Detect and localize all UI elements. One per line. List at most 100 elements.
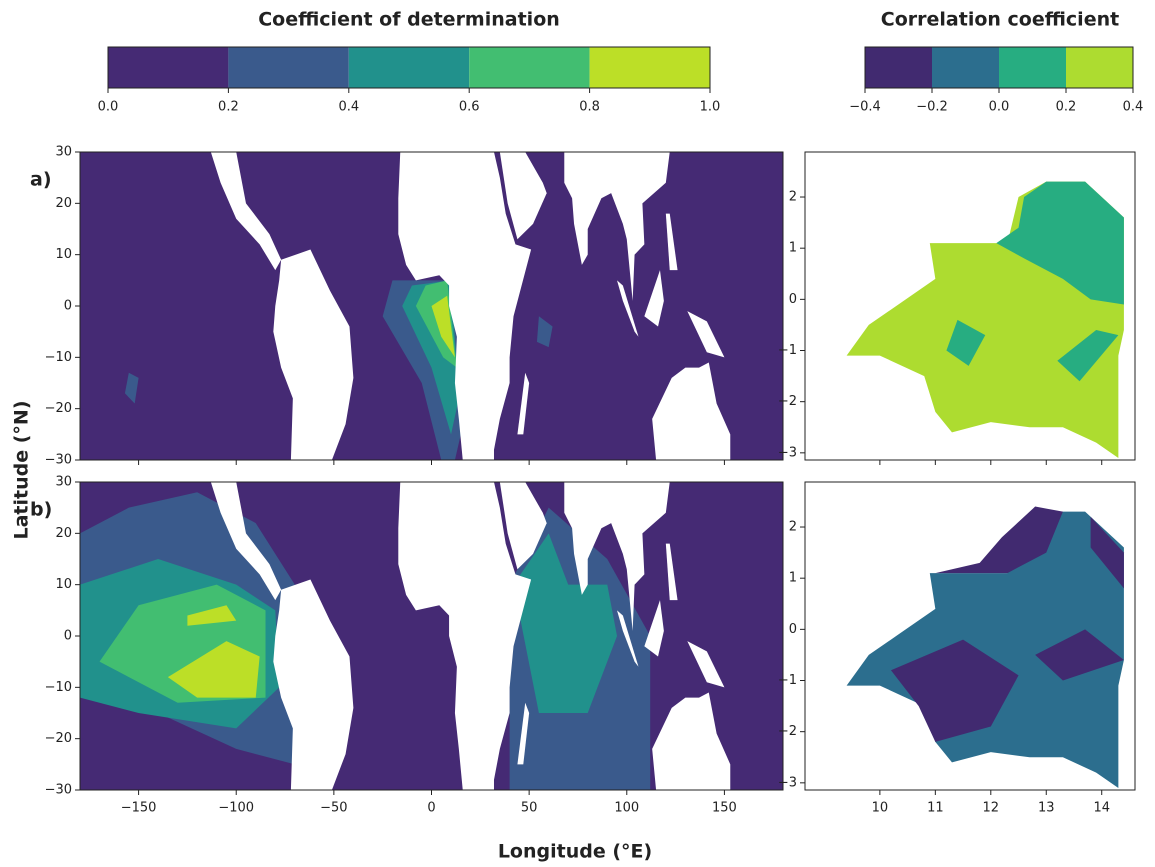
land	[687, 641, 725, 688]
contour-field	[846, 181, 1124, 458]
colorbar-segment	[469, 47, 590, 88]
x-tick-label: 12	[983, 801, 1000, 816]
y-tick-label: 2	[789, 190, 797, 205]
colorbar-segment	[865, 47, 932, 88]
y-tick-label: 30	[55, 145, 72, 160]
y-tick-label: 10	[55, 577, 72, 592]
land	[398, 482, 532, 790]
x-tick-label: −100	[218, 801, 254, 816]
y-tick-label: −10	[45, 680, 72, 695]
colorbar-tick-label: −0.2	[916, 100, 948, 115]
colorbar-tick-label: 0.6	[459, 100, 480, 115]
land	[499, 482, 547, 570]
y-tick-label: 0	[789, 292, 797, 307]
land	[210, 152, 282, 271]
colorbar-tick-label: 0.8	[579, 100, 600, 115]
land	[617, 280, 639, 337]
x-tick-label: 0	[427, 801, 435, 816]
colorbar-tick-label: 0.2	[1056, 100, 1077, 115]
x-tick-label: 150	[712, 801, 737, 816]
y-tick-label: −1	[778, 343, 797, 358]
contour-level	[890, 639, 1019, 742]
panel-label: b)	[30, 499, 52, 521]
x-axis-label: Longitude (°E)	[498, 841, 652, 863]
y-tick-label: −30	[45, 453, 72, 468]
contour-level	[846, 511, 1124, 788]
y-tick-label: −20	[45, 731, 72, 746]
colorbar-segment	[348, 47, 470, 88]
x-tick-label: 11	[927, 801, 944, 816]
land	[210, 482, 282, 601]
y-tick-label: −3	[778, 445, 797, 460]
colorbar-tick-label: 0.4	[338, 100, 359, 115]
land	[665, 543, 678, 601]
contour-level	[935, 506, 1063, 574]
y-tick-label: 0	[64, 629, 72, 644]
x-tick-label: 13	[1038, 801, 1055, 816]
contour-level	[513, 533, 618, 713]
colorbar-tick-label: 0.4	[1123, 100, 1144, 115]
y-tick-label: 2	[789, 520, 797, 535]
contour-level	[167, 641, 260, 698]
land	[499, 152, 547, 240]
y-tick-label: 0	[64, 299, 72, 314]
land	[273, 579, 354, 790]
colorbar-segment	[999, 47, 1066, 88]
land	[398, 152, 532, 460]
land	[564, 482, 670, 631]
colorbar-segment	[589, 47, 710, 88]
colorbar-frame	[107, 46, 711, 89]
contour-level	[1035, 629, 1124, 681]
axes-frame	[804, 481, 1136, 791]
y-tick-label: −30	[45, 783, 72, 798]
y-tick-label: 20	[55, 526, 72, 541]
contour-field	[846, 506, 1124, 788]
y-tick-label: 30	[55, 475, 72, 490]
contour-level	[187, 605, 237, 626]
y-tick-label: −10	[45, 350, 72, 365]
x-tick-label: 10	[872, 801, 889, 816]
y-tick-label: −2	[778, 724, 797, 739]
colorbar-segment	[932, 47, 999, 88]
land	[652, 362, 731, 460]
x-tick-label: 50	[521, 801, 538, 816]
y-tick-label: 10	[55, 247, 72, 262]
x-tick-label: 14	[1093, 801, 1110, 816]
axes-frame	[804, 151, 1136, 461]
contour-level	[431, 295, 455, 358]
y-tick-label: 1	[789, 241, 797, 256]
contour-field	[80, 482, 783, 790]
colorbar-tick-label: 0.2	[218, 100, 239, 115]
contour-level	[946, 319, 986, 366]
colorbar-tick-label: 0.0	[989, 100, 1010, 115]
y-axis-label: Latitude (°N)	[11, 400, 33, 539]
contour-level	[1057, 330, 1119, 382]
y-tick-label: −2	[778, 394, 797, 409]
colorbar-segment	[228, 47, 349, 88]
colorbar-title: Coefficient of determination	[258, 9, 560, 31]
contour-field	[80, 152, 783, 460]
land	[665, 213, 678, 271]
y-tick-label: 0	[789, 622, 797, 637]
y-tick-label: 1	[789, 571, 797, 586]
y-tick-label: 20	[55, 196, 72, 211]
y-tick-label: −3	[778, 775, 797, 790]
colorbar-segment	[1066, 47, 1133, 88]
contour-level	[536, 316, 553, 348]
contour-level	[124, 372, 139, 404]
contour-level	[996, 181, 1124, 305]
land	[644, 270, 664, 327]
contour-level	[1090, 516, 1124, 589]
land	[652, 692, 731, 790]
colorbar-segment	[108, 47, 229, 88]
y-tick-label: −20	[45, 401, 72, 416]
colorbar-title: Correlation coefficient	[881, 9, 1119, 31]
land	[517, 372, 530, 435]
x-tick-label: 100	[614, 801, 639, 816]
panel-label: a)	[30, 169, 52, 191]
land	[617, 610, 639, 667]
colorbar-tick-label: 0.0	[98, 100, 119, 115]
land	[517, 702, 530, 765]
land	[687, 311, 725, 358]
